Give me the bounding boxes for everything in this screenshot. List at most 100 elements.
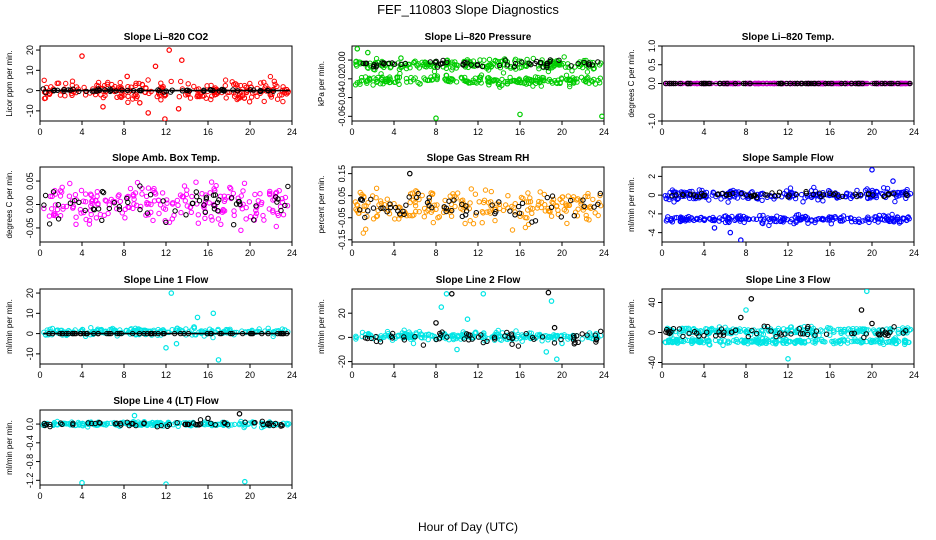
x-tick-label: 16 — [515, 127, 525, 137]
data-point — [433, 336, 439, 343]
y-tick-label: 0.5 — [647, 58, 657, 71]
x-tick-label: 16 — [203, 370, 213, 380]
data-point — [469, 336, 475, 342]
data-point — [565, 64, 571, 70]
data-point — [60, 206, 66, 212]
data-point — [168, 78, 174, 85]
data-point — [241, 180, 248, 187]
data-point — [252, 191, 258, 198]
data-point — [123, 327, 130, 334]
data-point — [770, 216, 777, 222]
data-point — [49, 206, 55, 212]
data-point — [717, 215, 723, 221]
data-point — [193, 179, 199, 185]
data-point — [674, 340, 680, 346]
data-point — [726, 216, 733, 222]
data-point — [184, 203, 191, 209]
data-point — [70, 205, 76, 211]
data-point — [119, 93, 125, 99]
data-point — [500, 207, 507, 214]
data-point — [356, 210, 362, 216]
data-point — [398, 55, 404, 61]
data-point — [163, 481, 169, 485]
data-point — [479, 63, 486, 70]
data-point — [584, 332, 590, 338]
data-point — [463, 78, 469, 85]
data-point — [163, 344, 169, 351]
data-point — [274, 96, 281, 102]
data-point — [804, 325, 811, 331]
figure-x-axis-label: Hour of Day (UTC) — [418, 520, 518, 534]
data-point — [83, 88, 90, 95]
x-tick-label: 20 — [867, 248, 877, 258]
data-point — [77, 206, 84, 213]
data-point — [760, 212, 766, 219]
data-point — [558, 336, 564, 343]
data-point — [144, 210, 151, 216]
data-point — [570, 194, 577, 200]
data-point — [765, 215, 771, 221]
data-point — [132, 91, 139, 98]
data-point — [589, 62, 595, 68]
data-point — [66, 193, 73, 199]
data-point — [889, 211, 895, 218]
data-point — [526, 330, 533, 336]
data-point — [403, 65, 410, 72]
data-point — [713, 333, 719, 339]
data-point — [860, 218, 866, 224]
data-point — [753, 337, 759, 343]
data-point — [41, 205, 47, 212]
data-point — [502, 57, 508, 63]
x-tick-label: 4 — [391, 370, 396, 380]
data-point — [867, 337, 873, 343]
data-point — [86, 217, 93, 224]
x-tick-label: 16 — [825, 248, 835, 258]
data-point — [368, 335, 374, 342]
data-point — [782, 215, 788, 221]
data-point — [563, 201, 569, 207]
data-point — [548, 298, 555, 304]
data-point — [122, 215, 128, 221]
data-point — [537, 78, 544, 85]
data-point — [374, 213, 381, 219]
data-point — [378, 71, 384, 77]
data-point — [773, 333, 779, 340]
data-point — [581, 203, 587, 210]
data-point — [768, 328, 774, 334]
data-point — [158, 97, 164, 103]
y-tick-label: -1.2 — [25, 473, 35, 489]
data-point — [592, 81, 599, 87]
data-point — [169, 216, 176, 222]
x-tick-label: 8 — [121, 127, 126, 137]
x-tick-label: 8 — [121, 491, 126, 501]
data-point — [454, 346, 460, 353]
y-tick-label: 0.0 — [25, 418, 35, 431]
data-point — [451, 197, 457, 203]
data-point — [284, 203, 291, 209]
data-point — [597, 190, 603, 197]
data-point — [739, 337, 745, 343]
y-tick-label: -0.8 — [25, 454, 35, 470]
data-point — [730, 190, 736, 197]
data-point — [760, 328, 766, 334]
data-point — [44, 329, 51, 335]
data-point — [373, 55, 380, 62]
data-point — [221, 208, 228, 214]
data-point — [370, 205, 377, 211]
data-point — [869, 320, 875, 327]
data-point — [159, 190, 166, 196]
data-point — [760, 220, 766, 227]
data-point — [387, 204, 394, 211]
data-point — [401, 211, 407, 218]
data-point — [174, 325, 180, 332]
data-point — [354, 63, 360, 69]
data-point — [410, 340, 417, 347]
data-point — [271, 78, 277, 85]
data-point — [407, 212, 413, 219]
x-tick-label: 24 — [599, 127, 609, 137]
data-point — [444, 334, 450, 340]
data-point — [819, 328, 825, 334]
data-point — [707, 342, 713, 348]
data-point — [511, 63, 518, 70]
